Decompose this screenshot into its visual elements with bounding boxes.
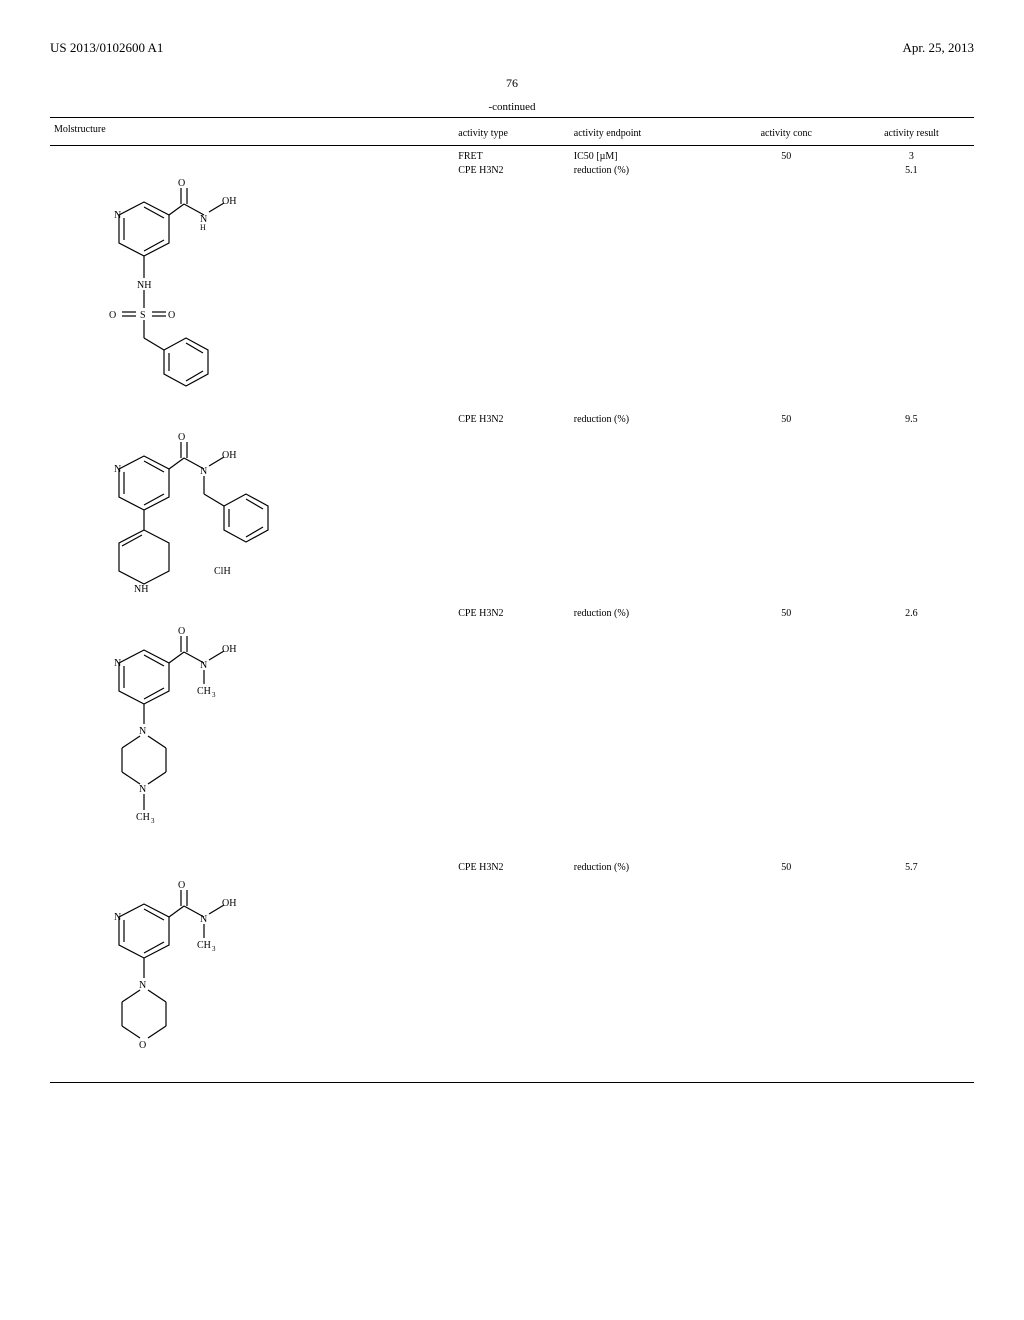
activity-table: Molstructure activity type activity endp…: [50, 117, 974, 1083]
svg-text:O: O: [178, 432, 185, 443]
structure-compound-3: N O N OH CH 3: [64, 618, 244, 848]
activity-type-value: CPE H3N2: [458, 164, 566, 178]
svg-text:CH: CH: [197, 686, 211, 697]
col-activity-conc: activity conc: [724, 118, 849, 146]
page-header: US 2013/0102600 A1 Apr. 25, 2013: [50, 40, 974, 56]
svg-text:N: N: [114, 658, 121, 669]
svg-text:OH: OH: [222, 644, 236, 655]
col-molstructure: Molstructure: [50, 118, 454, 146]
activity-endpoint-value: reduction (%): [574, 164, 720, 178]
svg-text:N: N: [114, 464, 121, 475]
svg-text:O: O: [178, 880, 185, 891]
svg-text:3: 3: [212, 691, 216, 699]
svg-text:ClH: ClH: [214, 566, 231, 577]
svg-text:3: 3: [151, 817, 155, 825]
svg-text:O: O: [168, 310, 175, 321]
svg-text:O: O: [178, 626, 185, 637]
svg-text:OH: OH: [222, 898, 236, 909]
svg-text:N: N: [139, 726, 146, 737]
activity-endpoint-value: reduction (%): [570, 858, 724, 924]
svg-text:CH: CH: [197, 940, 211, 951]
table-row: N O N OH CH 3: [50, 858, 974, 924]
col-activity-result: activity result: [849, 118, 974, 146]
activity-type-value: FRET: [458, 150, 566, 164]
activity-conc-value: 50: [724, 410, 849, 466]
svg-text:N: N: [114, 912, 121, 923]
svg-text:O: O: [139, 1040, 146, 1051]
table-header-row: Molstructure activity type activity endp…: [50, 118, 974, 146]
svg-text:N: N: [139, 980, 146, 991]
svg-text:N: N: [200, 466, 207, 477]
svg-text:N: N: [114, 210, 121, 221]
page-number: 76: [50, 76, 974, 91]
svg-text:O: O: [109, 310, 116, 321]
svg-text:N: N: [139, 784, 146, 795]
activity-endpoint-value: reduction (%): [570, 410, 724, 466]
svg-text:S: S: [140, 310, 146, 321]
activity-result-value: 5.1: [853, 164, 970, 178]
table-row: N O N H OH NH: [50, 146, 974, 223]
activity-result-value: 3: [853, 150, 970, 164]
continued-label: -continued: [50, 101, 974, 113]
svg-text:N: N: [200, 914, 207, 925]
svg-text:OH: OH: [222, 450, 236, 461]
activity-result-value: 9.5: [849, 410, 974, 466]
activity-type-value: CPE H3N2: [454, 410, 570, 466]
publication-number: US 2013/0102600 A1: [50, 40, 163, 56]
activity-type-value: CPE H3N2: [454, 604, 570, 670]
svg-text:NH: NH: [134, 584, 148, 594]
svg-text:O: O: [178, 178, 185, 189]
structure-compound-1: N O N H OH NH: [64, 160, 244, 400]
svg-text:N: N: [200, 660, 207, 671]
svg-text:H: H: [200, 223, 206, 232]
table-row: N O N OH: [50, 410, 974, 466]
activity-result-value: 5.7: [849, 858, 974, 924]
svg-text:NH: NH: [137, 280, 151, 291]
activity-endpoint-value: IC50 [µM]: [574, 150, 720, 164]
activity-endpoint-value: reduction (%): [570, 604, 724, 670]
structure-compound-2: N O N OH: [64, 424, 294, 594]
svg-text:OH: OH: [222, 196, 236, 207]
col-activity-endpoint: activity endpoint: [570, 118, 724, 146]
svg-text:CH: CH: [136, 812, 150, 823]
publication-date: Apr. 25, 2013: [903, 40, 975, 56]
col-activity-type: activity type: [454, 118, 570, 146]
activity-conc-value: 50: [724, 858, 849, 924]
svg-text:3: 3: [212, 945, 216, 953]
activity-conc-value: 50: [724, 604, 849, 670]
table-row: N O N OH CH 3: [50, 604, 974, 670]
activity-type-value: CPE H3N2: [454, 858, 570, 924]
structure-compound-4: N O N OH CH 3: [64, 872, 244, 1072]
activity-conc-value: 50: [728, 150, 845, 164]
activity-result-value: 2.6: [849, 604, 974, 670]
